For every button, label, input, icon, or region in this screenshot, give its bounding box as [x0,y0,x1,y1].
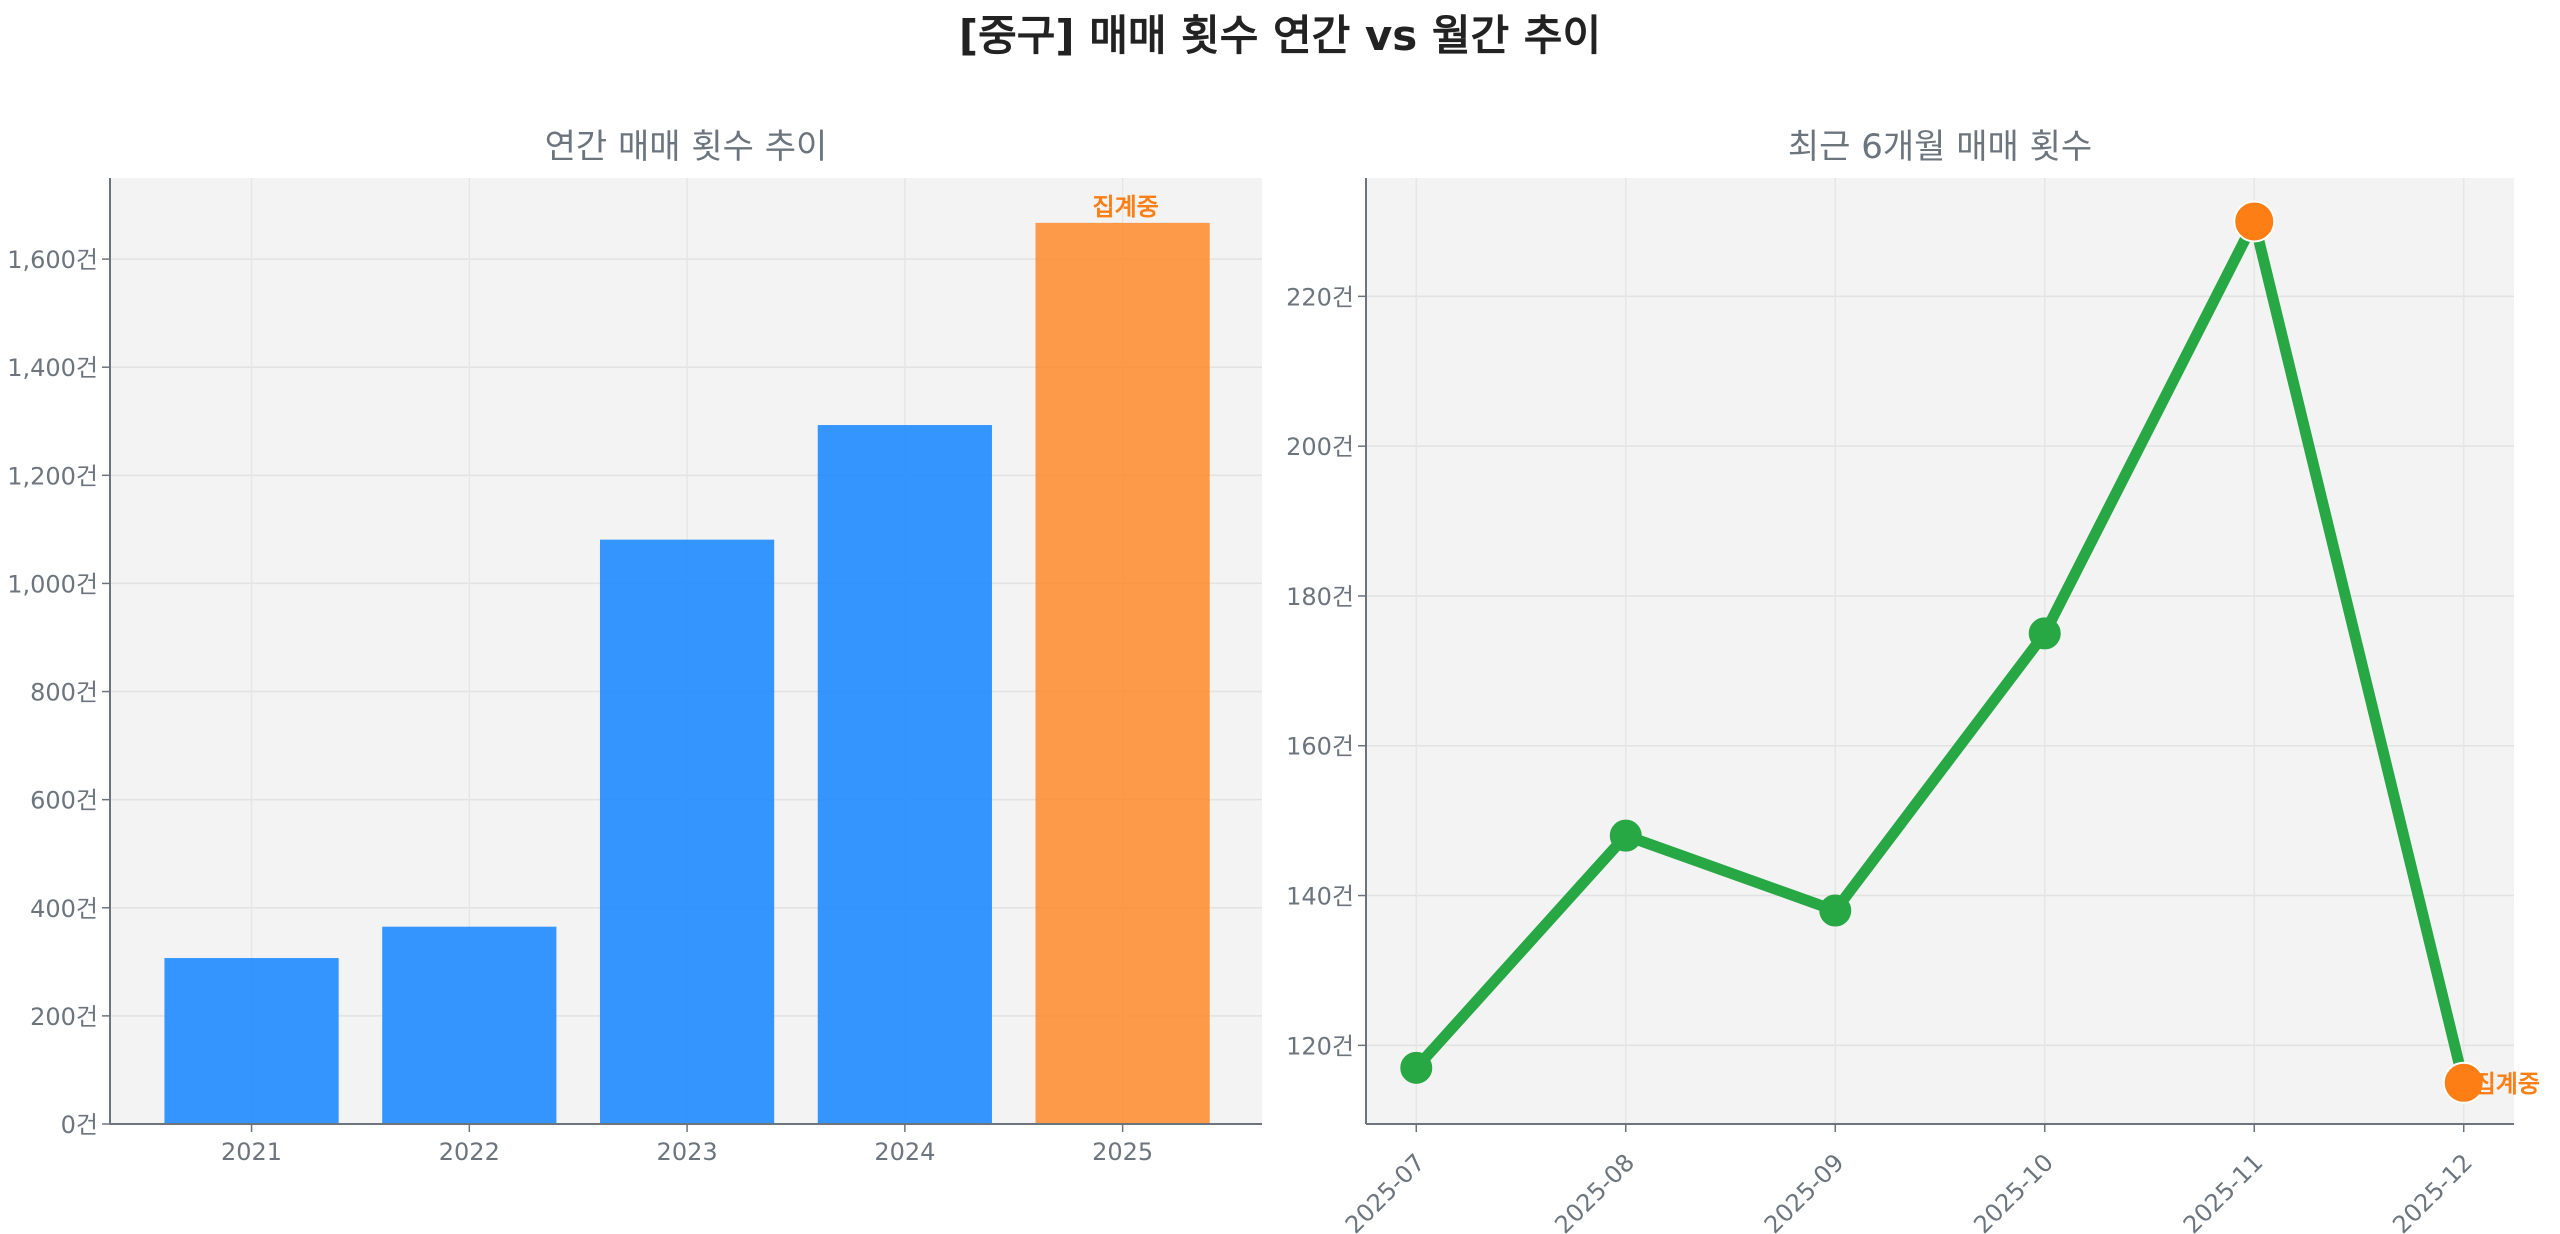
bar-chart-xtick-label: 2022 [439,1138,500,1166]
line-chart-xtick-label: 2025-11 [2178,1148,2269,1234]
bar-chart-xtick-label: 2024 [874,1138,935,1166]
bar-annotation: 집계중 [1093,193,1159,221]
line-chart-ytick-label: 140건 [1286,883,1354,911]
line-point-2025-12 [2442,1061,2485,1104]
bar-chart-xtick-label: 2023 [657,1138,718,1166]
bar-chart-title: 연간 매매 횟수 추이 [545,127,828,167]
bar-chart-ytick-label: 1,400건 [7,354,98,382]
bar-2024 [817,425,992,1124]
bar-chart-ytick-label: 1,600건 [7,246,98,274]
bar-chart-ytick-label: 600건 [30,787,98,815]
line-series [1412,205,2470,1085]
line-annotation: 집계중 [2474,1070,2540,1098]
bar-chart-ytick-label: 1,000건 [7,570,98,598]
line-chart-xtick-label: 2025-09 [1759,1148,1850,1234]
bar-chart-xtick-label: 2021 [221,1138,282,1166]
bar-2021 [164,958,339,1124]
line-chart-title: 최근 6개월 매매 횟수 [1788,127,2092,167]
line-point-2025-10 [2028,617,2061,650]
bar-chart-ytick-label: 200건 [30,1003,98,1031]
line-point-2025-11 [2233,200,2276,243]
line-chart-xtick-label: 2025-12 [2387,1148,2478,1234]
line-chart-ytick-label: 120건 [1286,1032,1354,1060]
line-point-2025-08 [1609,819,1642,852]
bar-chart-ytick-label: 800건 [30,679,98,707]
line-chart-ytick-label: 200건 [1286,433,1354,461]
bar-2022 [382,926,557,1124]
line-chart-ytick-label: 160건 [1286,733,1354,761]
line-chart-xtick-label: 2025-10 [1968,1148,2059,1234]
line-chart-xtick-label: 2025-07 [1340,1148,1431,1234]
figure-title: [중구] 매매 횟수 연간 vs 월간 추이 [958,11,1602,60]
bar-chart-ytick-label: 400건 [30,895,98,923]
line-chart-plot-area [1366,178,2514,1124]
bar-chart-ytick-label: 1,200건 [7,462,98,490]
bar-2025 [1035,222,1210,1124]
bar-2023 [599,539,775,1124]
bar-chart-xtick-label: 2025 [1092,1138,1153,1166]
line-point-2025-09 [1819,894,1852,927]
bar-chart-ytick-label: 0건 [61,1111,98,1139]
line-chart-ytick-label: 180건 [1286,583,1354,611]
line-chart-ytick-label: 220건 [1286,283,1354,311]
line-point-2025-07 [1400,1051,1433,1084]
line-chart-xtick-label: 2025-08 [1549,1148,1640,1234]
